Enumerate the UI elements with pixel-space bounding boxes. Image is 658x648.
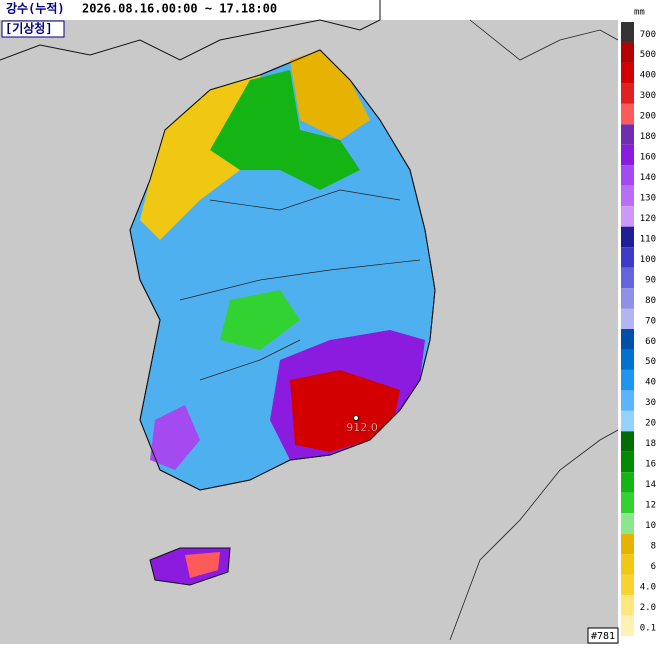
legend-swatch xyxy=(621,185,634,207)
legend-label: 40 xyxy=(645,378,656,388)
legend-swatch xyxy=(621,329,634,350)
legend-label: 400 xyxy=(640,71,656,81)
legend-label: 16 xyxy=(645,460,656,470)
legend-label: 0.1 xyxy=(640,623,656,633)
legend-swatch xyxy=(621,103,634,125)
legend: 7005004003002001801601401301201101009080… xyxy=(621,22,656,636)
legend-label: 300 xyxy=(640,91,656,101)
legend-label: 200 xyxy=(640,112,656,122)
legend-swatch xyxy=(621,42,634,63)
legend-swatch xyxy=(621,410,634,432)
legend-label: 130 xyxy=(640,194,656,204)
legend-swatch xyxy=(621,165,634,186)
legend-label: 500 xyxy=(640,50,656,60)
legend-swatch xyxy=(621,574,634,596)
legend-swatch xyxy=(621,349,634,370)
legend-label: 70 xyxy=(645,316,656,326)
legend-swatch xyxy=(621,308,634,329)
station-count: #781 xyxy=(591,631,615,642)
legend-swatch xyxy=(621,144,634,166)
legend-label: 14 xyxy=(645,480,656,490)
legend-swatch xyxy=(621,513,634,534)
legend-label: 180 xyxy=(640,132,656,142)
legend-label: 140 xyxy=(640,173,656,183)
station-box xyxy=(587,627,619,644)
legend-label: 20 xyxy=(645,419,656,429)
period: 2026.08.16.00:00 ~ 17.18:00 xyxy=(82,2,277,16)
legend-label: 6 xyxy=(651,562,656,572)
legend-label: 110 xyxy=(640,234,656,244)
legend-label: 10 xyxy=(645,521,656,531)
legend-label: 12 xyxy=(645,501,656,511)
legend-unit: mm xyxy=(634,8,645,18)
legend-swatch xyxy=(621,492,634,514)
legend-label: 50 xyxy=(645,357,656,367)
legend-swatch xyxy=(621,431,634,452)
terrain xyxy=(0,0,619,641)
legend-swatch xyxy=(621,615,634,636)
legend-swatch xyxy=(621,390,634,411)
legend-label: 30 xyxy=(645,398,656,408)
legend-label: 4.0 xyxy=(640,582,656,592)
max-label: 912.0 xyxy=(346,421,378,434)
legend-swatch xyxy=(621,554,634,575)
legend-label: 18 xyxy=(645,439,656,449)
legend-swatch xyxy=(621,226,634,248)
legend-swatch xyxy=(621,267,634,289)
legend-label: 8 xyxy=(651,541,656,551)
legend-label: 60 xyxy=(645,337,656,347)
legend-label: 2.0 xyxy=(640,603,656,613)
legend-swatch xyxy=(621,124,634,145)
source: [기상청] xyxy=(5,21,53,36)
legend-swatch xyxy=(621,533,634,555)
legend-label: 90 xyxy=(645,275,656,285)
legend-label: 700 xyxy=(640,30,656,40)
legend-swatch xyxy=(621,451,634,473)
legend-label: 160 xyxy=(640,153,656,163)
legend-swatch xyxy=(621,472,634,493)
legend-label: 80 xyxy=(645,296,656,306)
legend-swatch xyxy=(621,62,634,84)
title: 강수(누적) xyxy=(6,1,65,16)
legend-swatch xyxy=(621,369,634,391)
legend-label: 120 xyxy=(640,214,656,224)
legend-swatch xyxy=(621,206,634,227)
legend-swatch xyxy=(621,247,634,268)
legend-swatch xyxy=(621,83,634,104)
legend-label: 100 xyxy=(640,255,656,265)
legend-swatch xyxy=(621,595,634,616)
legend-swatch xyxy=(621,22,634,43)
legend-swatch xyxy=(621,288,634,309)
source-box xyxy=(1,20,65,38)
